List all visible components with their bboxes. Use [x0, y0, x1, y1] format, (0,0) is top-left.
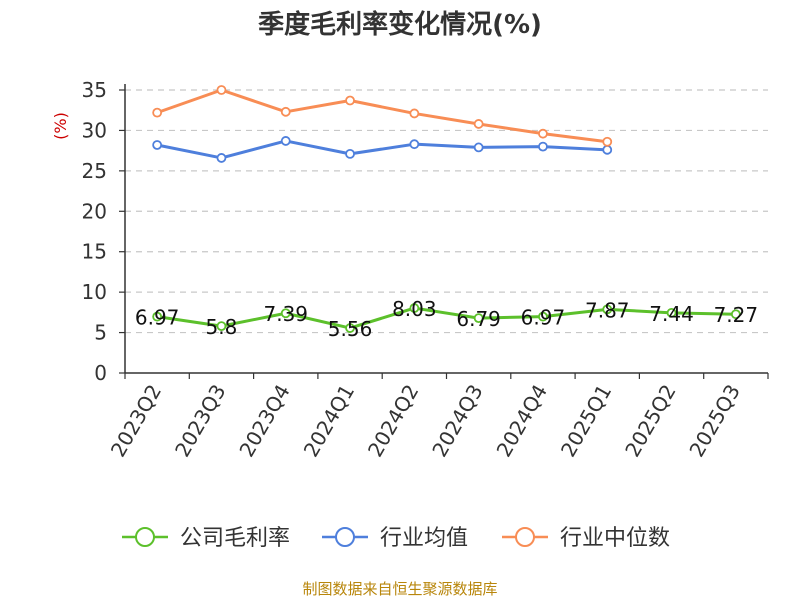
- data-point: [152, 311, 163, 322]
- legend-label: 行业均值: [380, 526, 468, 551]
- series-line-1: [156, 139, 608, 160]
- y-tick-label: 5: [94, 321, 107, 345]
- series-line-2: [156, 88, 608, 144]
- x-tick-label: 2024Q4: [492, 380, 552, 461]
- x-tick-label: 2023Q3: [170, 380, 230, 461]
- data-point: [538, 311, 548, 322]
- data-label: 7.27: [714, 303, 759, 327]
- x-tick-label: 2023Q2: [106, 380, 166, 461]
- data-point: [409, 303, 420, 313]
- series-line-0: [156, 306, 736, 330]
- data-point: [602, 136, 613, 147]
- data-point: [538, 141, 548, 152]
- y-tick-label: 35: [82, 78, 107, 102]
- legend-marker: [515, 527, 535, 547]
- legend-label: 公司毛利率: [180, 526, 290, 551]
- y-tick-label: 25: [82, 159, 107, 183]
- data-point: [280, 308, 291, 319]
- data-point: [280, 136, 291, 146]
- x-tick-label: 2023Q4: [234, 380, 294, 461]
- data-label: 6.79: [456, 307, 501, 331]
- data-point: [345, 323, 355, 333]
- data-label: 7.44: [649, 302, 694, 326]
- x-tick-label: 2024Q1: [299, 380, 359, 461]
- data-point: [152, 107, 163, 118]
- x-tick-label: 2025Q1: [556, 380, 616, 461]
- data-point: [473, 119, 484, 129]
- legend-marker: [135, 527, 155, 547]
- data-point: [216, 85, 227, 95]
- data-label: 7.39: [263, 302, 308, 326]
- data-point: [280, 106, 291, 117]
- y-tick-label: 15: [82, 240, 107, 264]
- data-point: [602, 144, 613, 155]
- data-point: [409, 139, 420, 150]
- x-tick-label: 2025Q3: [684, 380, 744, 461]
- data-point: [666, 307, 677, 318]
- data-point: [345, 148, 355, 159]
- data-point: [409, 108, 420, 119]
- data-point: [216, 321, 227, 332]
- data-point: [602, 304, 613, 315]
- legend-marker: [335, 527, 355, 547]
- x-tick-label: 2024Q3: [427, 380, 487, 461]
- data-point: [152, 140, 163, 150]
- data-label: 6.97: [521, 306, 566, 330]
- data-label: 5.8: [206, 315, 238, 339]
- data-label: 7.87: [585, 298, 630, 322]
- data-label: 5.56: [328, 317, 373, 341]
- data-point: [345, 95, 355, 106]
- data-point: [730, 309, 741, 320]
- data-point: [473, 313, 484, 323]
- data-point: [538, 128, 548, 139]
- chart-title: 季度毛利率变化情况(%): [258, 10, 542, 40]
- source-note: 制图数据来自恒生聚源数据库: [302, 580, 498, 598]
- y-axis-label: (%): [51, 112, 70, 140]
- x-tick-label: 2025Q2: [620, 380, 680, 461]
- y-tick-label: 30: [82, 118, 107, 142]
- data-point: [473, 142, 484, 153]
- data-label: 8.03: [392, 297, 437, 321]
- x-tick-label: 2024Q2: [363, 380, 423, 461]
- data-label: 6.97: [135, 306, 180, 330]
- y-tick-label: 20: [82, 199, 107, 223]
- y-tick-label: 10: [82, 280, 107, 304]
- y-tick-label: 0: [94, 361, 107, 385]
- data-point: [216, 153, 227, 163]
- legend-label: 行业中位数: [560, 526, 670, 551]
